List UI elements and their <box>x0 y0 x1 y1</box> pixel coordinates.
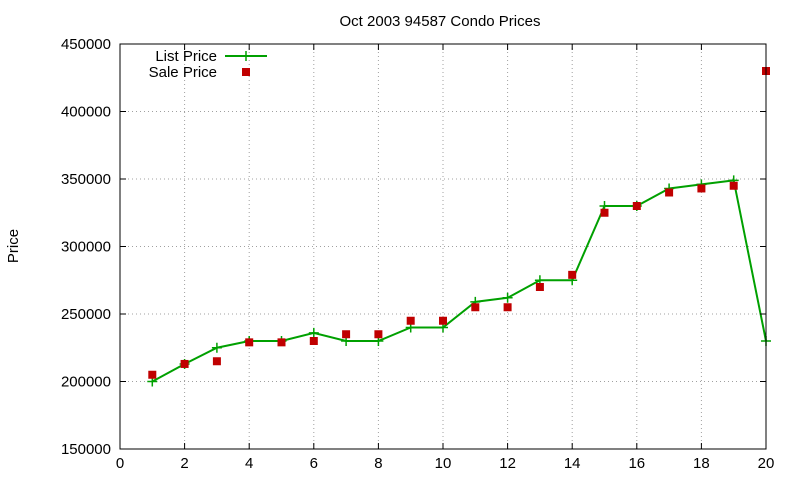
series-layer <box>147 67 771 387</box>
x-tick-label: 2 <box>180 455 188 472</box>
data-point <box>568 270 577 279</box>
x-tick-label: 18 <box>693 455 710 472</box>
data-point <box>342 330 351 339</box>
data-point <box>212 357 221 366</box>
data-point <box>471 303 480 312</box>
series-sale-price <box>148 67 770 379</box>
axis-tick-labels: 0 2 4 6 8 10 12 14 16 18 20 150000 200000 250000 30000… <box>61 36 774 472</box>
data-point <box>439 316 447 325</box>
y-tick-label: 250000 <box>61 306 111 323</box>
data-point <box>729 181 738 190</box>
data-point <box>277 338 286 347</box>
legend-square-marker <box>242 68 250 76</box>
y-tick-label: 400000 <box>61 104 111 121</box>
data-point <box>502 292 513 303</box>
x-tick-label: 10 <box>435 455 452 472</box>
x-tick-label: 0 <box>116 455 124 472</box>
x-tick-label: 12 <box>499 455 516 472</box>
axis-ticks <box>119 43 767 450</box>
x-tick-label: 20 <box>758 455 775 472</box>
data-point <box>632 202 641 210</box>
x-tick-label: 14 <box>564 455 581 472</box>
data-point <box>308 327 319 338</box>
y-tick-label: 150000 <box>61 441 111 458</box>
data-point <box>211 342 222 353</box>
data-point <box>697 184 706 193</box>
y-tick-label: 200000 <box>61 374 111 391</box>
data-point <box>535 283 544 291</box>
y-tick-label: 450000 <box>61 36 111 53</box>
x-tick-label: 6 <box>310 455 318 472</box>
data-point <box>600 208 609 217</box>
chart-title: Oct 2003 94587 Condo Prices <box>340 13 541 30</box>
data-point <box>665 188 674 197</box>
x-tick-label: 16 <box>628 455 645 472</box>
legend-label: Sale Price <box>149 64 217 81</box>
x-tick-label: 4 <box>245 455 253 472</box>
data-point <box>148 370 157 379</box>
data-point <box>309 337 318 345</box>
legend-label: List Price <box>155 48 217 65</box>
y-tick-label: 350000 <box>61 171 111 188</box>
legend-plus-marker <box>241 51 251 61</box>
data-point <box>180 359 189 368</box>
grid <box>120 44 766 449</box>
data-point <box>374 330 383 339</box>
series-line <box>151 179 767 383</box>
data-point <box>245 338 254 347</box>
data-point <box>406 316 415 325</box>
x-tick-label: 8 <box>374 455 382 472</box>
y-axis-label: Price <box>5 229 22 263</box>
y-tick-label: 300000 <box>61 239 111 256</box>
data-point <box>503 303 512 312</box>
series-list-price <box>147 175 771 387</box>
